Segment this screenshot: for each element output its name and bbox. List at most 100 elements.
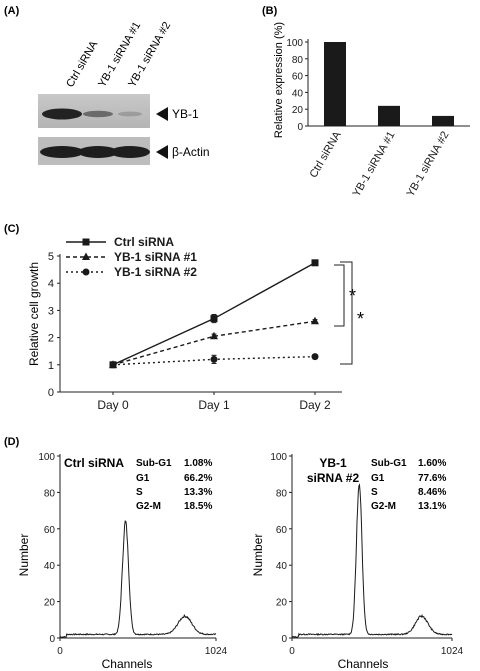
x-axis-label: Channels	[102, 657, 153, 671]
blot-band	[78, 146, 118, 158]
stat-name: Sub-G1	[371, 458, 407, 469]
stat-value: 66.2%	[184, 473, 212, 484]
stat-name: S	[371, 487, 378, 498]
y-axis-label: Relative expression (%)	[273, 22, 285, 138]
y-tick-label: 100	[286, 38, 303, 49]
x-tick-label: YB-1 siRNA #2	[405, 130, 452, 200]
stat-value: 77.6%	[418, 473, 446, 484]
y-tick-label: 1	[48, 360, 54, 372]
legend-label: YB-1 siRNA #2	[114, 265, 197, 279]
bar	[378, 105, 400, 126]
blot-band	[42, 108, 82, 120]
panel-c: (C) Relative cell growth * *	[4, 223, 364, 366]
stat-value: 18.5%	[184, 501, 212, 512]
histogram-title: Ctrl siRNA	[64, 456, 124, 470]
x-tick-label: Day 1	[198, 398, 230, 412]
data-point	[311, 259, 319, 267]
y-tick-label: 40	[44, 561, 56, 572]
x-tick-label: 1024	[441, 646, 464, 657]
data-point	[109, 361, 117, 369]
panel-b: (B) Relative expression (%)	[262, 5, 285, 138]
x-axis-label: Channels	[338, 657, 389, 671]
significance-bracket	[340, 261, 353, 365]
stat-value: 8.46%	[418, 487, 446, 498]
histogram-title: siRNA #2	[307, 471, 360, 485]
x-tick-label: 1024	[205, 646, 228, 657]
y-tick-label: 60	[44, 525, 56, 536]
bar	[432, 115, 454, 126]
stat-name: G1	[136, 473, 150, 484]
y-tick-label: 0	[48, 387, 54, 399]
legend-label: YB-1 siRNA #1	[114, 250, 197, 264]
data-point	[311, 353, 319, 361]
histogram-title: YB-1	[319, 456, 347, 470]
x-tick-label: Day 2	[299, 398, 331, 412]
x-tick-label: Ctrl siRNA	[308, 129, 344, 180]
panel-c-label: (C)	[4, 223, 20, 235]
histogram-trace	[59, 520, 217, 638]
stat-value: 13.3%	[184, 487, 212, 498]
legend-label: Ctrl siRNA	[114, 235, 174, 249]
y-tick-label: 3	[48, 305, 54, 317]
y-tick-label: 80	[276, 488, 288, 499]
panel-d-label: (D)	[4, 436, 20, 448]
y-axis-label: Number	[17, 534, 31, 577]
y-tick-label: 20	[276, 598, 288, 609]
stat-name: G1	[371, 473, 385, 484]
blot-band	[110, 146, 150, 158]
stat-name: S	[136, 487, 143, 498]
stat-name: Sub-G1	[136, 458, 172, 469]
y-tick-label: 100	[270, 452, 287, 463]
panel-a-label: (A)	[4, 5, 20, 17]
arrow-icon	[156, 107, 168, 121]
y-tick-label: 80	[292, 55, 304, 66]
arrow-icon	[156, 145, 168, 159]
data-point	[210, 355, 218, 363]
blot-band	[40, 146, 84, 158]
legend-marker	[82, 238, 90, 246]
y-tick-label: 40	[276, 561, 288, 572]
histogram-trace	[291, 483, 453, 638]
y-tick-label: 40	[292, 88, 304, 99]
legend-marker	[82, 268, 90, 276]
panel-a: (A) Ctrl siRNA YB-1 siRNA #1 YB-1 siRNA …	[4, 5, 210, 165]
cell-cycle-stats: Sub-G1 1.08% G1 66.2% S 13.3% G2-M 18.5%	[136, 458, 212, 512]
stat-name: G2-M	[136, 501, 161, 512]
y-tick-label: 0	[49, 634, 55, 645]
y-tick-label: 2	[48, 333, 54, 345]
stat-value: 13.1%	[418, 501, 446, 512]
y-tick-label: 0	[281, 634, 287, 645]
x-tick-label: 0	[289, 646, 295, 657]
y-tick-label: 60	[292, 72, 304, 83]
significance-star: *	[349, 286, 356, 306]
y-axis-label: Relative cell growth	[27, 262, 41, 366]
x-tick-label: 0	[57, 646, 63, 657]
data-point	[210, 331, 218, 340]
y-tick-label: 80	[44, 488, 56, 499]
y-tick-label: 4	[48, 278, 54, 290]
lane-label: Ctrl siRNA	[64, 38, 100, 89]
stat-value: 1.60%	[418, 458, 446, 469]
y-tick-label: 100	[38, 452, 55, 463]
cell-cycle-stats: Sub-G1 1.60% G1 77.6% S 8.46% G2-M 13.1%	[371, 458, 446, 512]
y-tick-label: 20	[292, 105, 304, 116]
y-tick-label: 5	[48, 251, 54, 263]
significance-bracket	[334, 264, 345, 327]
y-axis-label: Number	[251, 534, 265, 577]
blot-label-actin: β-Actin	[172, 145, 210, 159]
y-tick-label: 60	[276, 525, 288, 536]
bar	[324, 42, 346, 126]
panel-b-label: (B)	[262, 5, 278, 17]
data-point	[210, 315, 218, 323]
x-tick-label: YB-1 siRNA #1	[351, 130, 398, 200]
significance-star: *	[357, 309, 364, 329]
data-point	[311, 316, 319, 325]
y-tick-label: 0	[297, 122, 303, 133]
stat-name: G2-M	[371, 501, 396, 512]
y-tick-label: 20	[44, 598, 56, 609]
stat-value: 1.08%	[184, 458, 212, 469]
x-tick-label: Day 0	[97, 398, 129, 412]
legend-marker	[82, 252, 90, 260]
blot-band	[83, 110, 113, 118]
